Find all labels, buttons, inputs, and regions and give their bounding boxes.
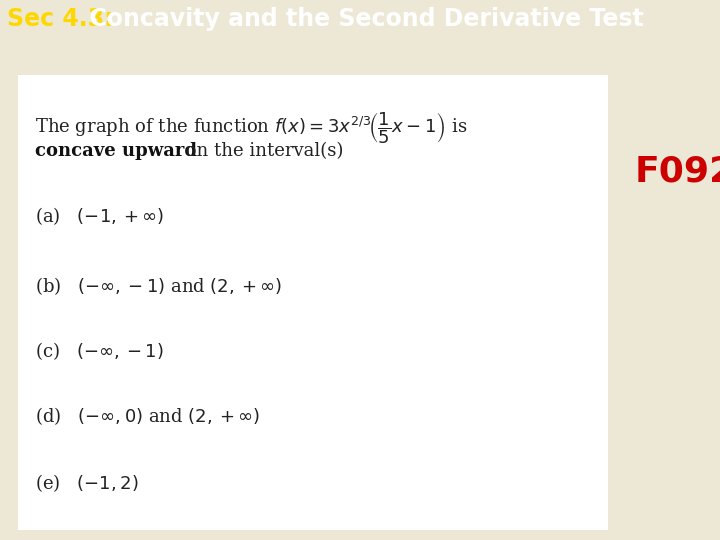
Text: (b)   $(-\infty,-1)$ and $(2,+\infty)$: (b) $(-\infty,-1)$ and $(2,+\infty)$: [35, 275, 282, 297]
Text: (a)   $(-1,+\infty)$: (a) $(-1,+\infty)$: [35, 205, 164, 227]
Text: (e)   $(-1,2)$: (e) $(-1,2)$: [35, 472, 138, 494]
Text: on the interval(s): on the interval(s): [180, 142, 343, 160]
Text: (c)   $(-\infty,-1)$: (c) $(-\infty,-1)$: [35, 340, 163, 362]
Bar: [18, 75, 608, 530]
Text: The graph of the function $f(x) = 3x^{2/3}\!\left(\dfrac{1}{5}x - 1\right)$ is: The graph of the function $f(x) = 3x^{2/…: [35, 110, 467, 146]
Text: concave upward: concave upward: [35, 142, 197, 160]
Text: Sec 4.3:: Sec 4.3:: [7, 8, 114, 31]
Text: F092: F092: [635, 155, 720, 189]
Text: Concavity and the Second Derivative Test: Concavity and the Second Derivative Test: [73, 8, 644, 31]
Text: (d)   $(-\infty,0)$ and $(2,+\infty)$: (d) $(-\infty,0)$ and $(2,+\infty)$: [35, 405, 260, 427]
